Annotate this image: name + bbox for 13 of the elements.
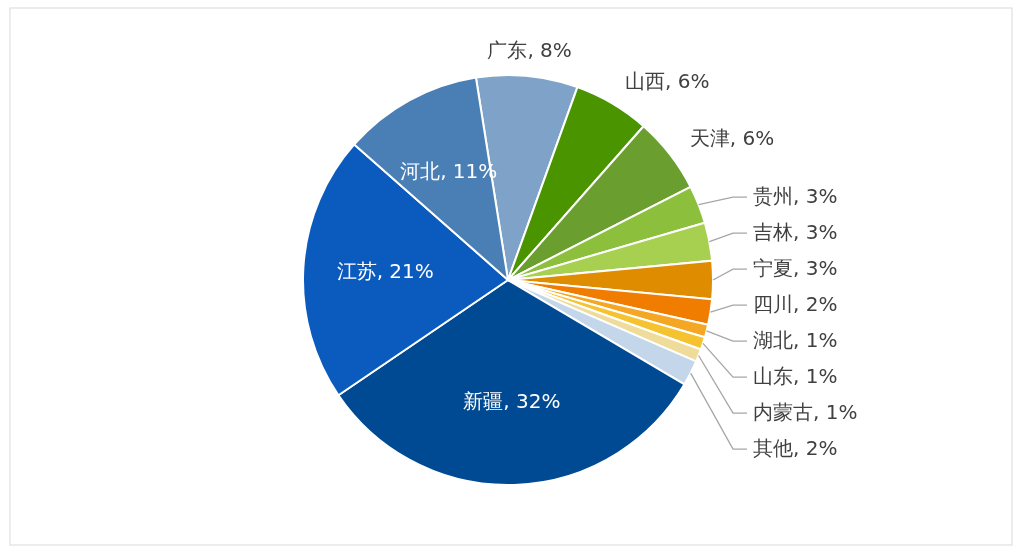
slice-label: 其他, 2% [753, 435, 838, 460]
slice-label: 广东, 8% [487, 37, 572, 62]
slice-label: 天津, 6% [689, 125, 775, 150]
slice-label: 新疆, 32% [463, 389, 561, 414]
slice-label: 山西, 6% [625, 68, 710, 93]
slice-label: 山东, 1% [753, 363, 838, 388]
slice-label: 宁夏, 3% [753, 255, 838, 280]
slice-label: 湖北, 1% [753, 327, 838, 352]
slice-label: 江苏, 21% [336, 258, 434, 283]
slice-label: 吉林, 3% [753, 219, 838, 244]
slice-label: 四川, 2% [753, 291, 838, 316]
slice-label: 贵州, 3% [753, 183, 838, 208]
slice-label: 内蒙古, 1% [753, 399, 858, 424]
